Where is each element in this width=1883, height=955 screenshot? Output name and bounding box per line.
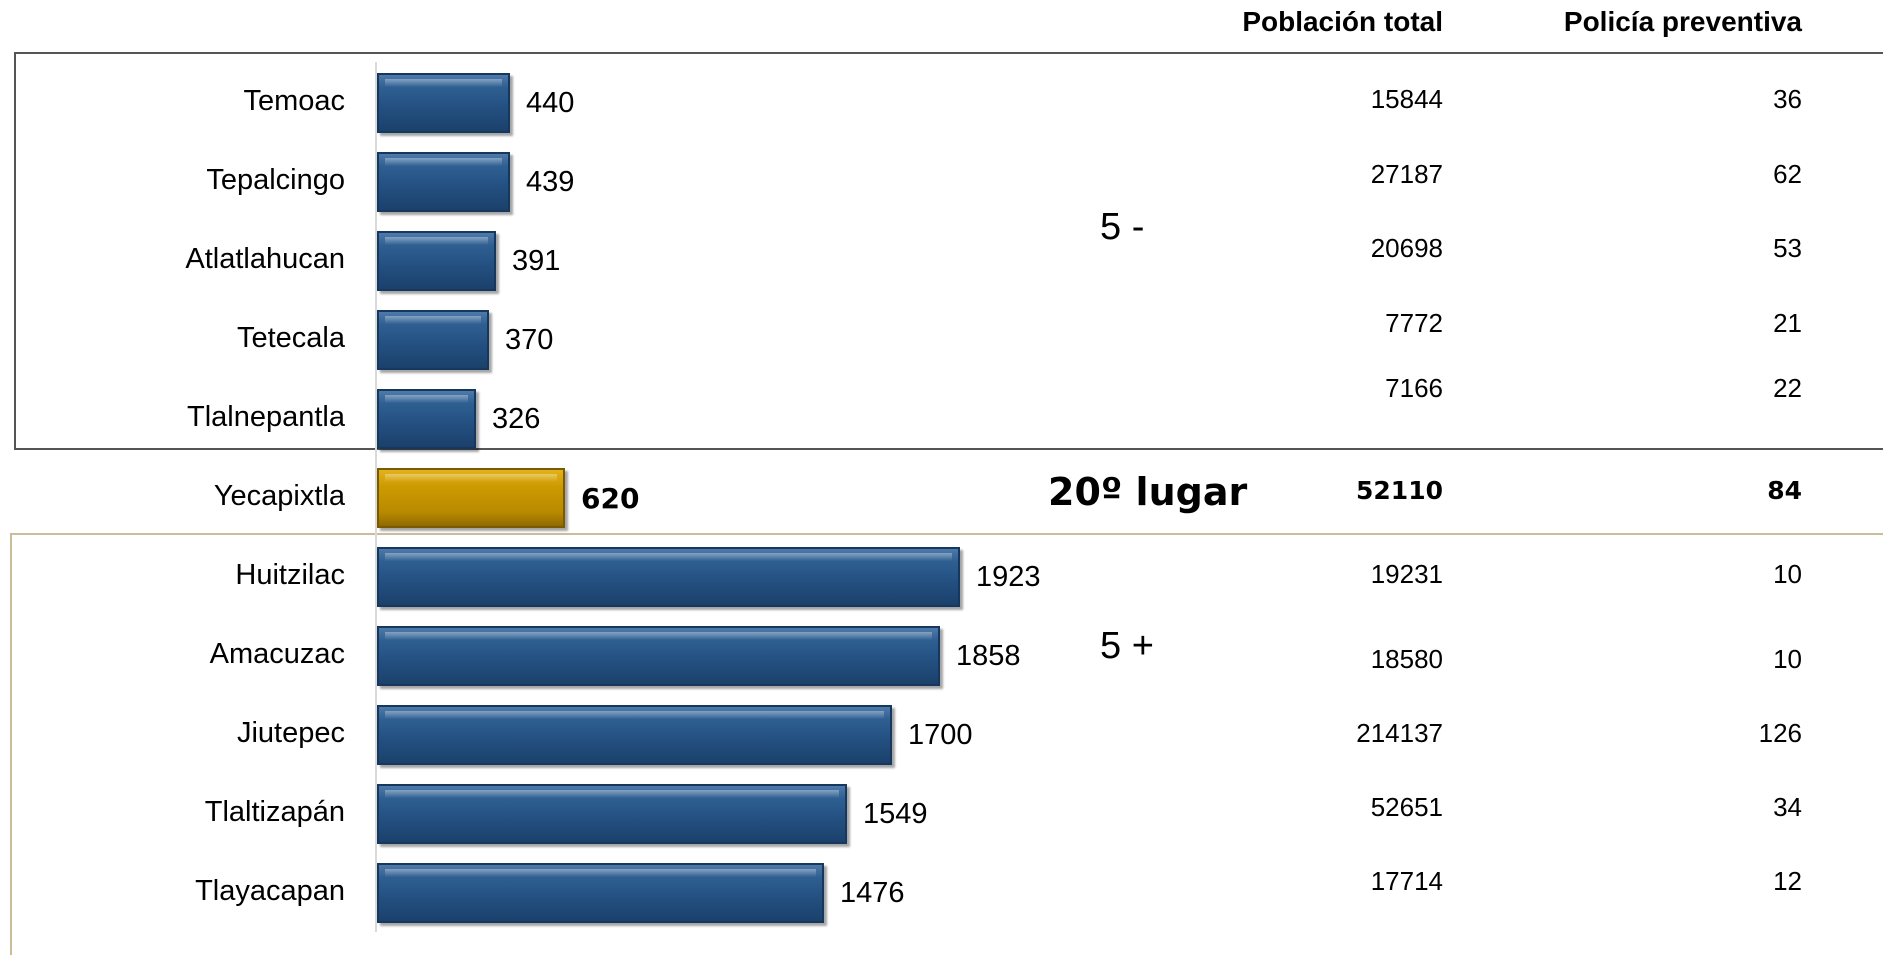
- rank-label: 20º lugar: [1048, 470, 1248, 514]
- poblacion-total-cell: 7772: [1385, 308, 1443, 338]
- bar-shine: [385, 237, 488, 245]
- bottom-five-box: [14, 52, 1883, 450]
- bar-value-label: 1923: [976, 561, 1041, 593]
- bar-value-label: 326: [492, 403, 541, 435]
- bar-value-label: 1549: [863, 798, 928, 830]
- bar-shine: [385, 869, 816, 877]
- policia-preventiva-cell: 126: [1758, 718, 1802, 748]
- poblacion-total-cell: 214137: [1356, 718, 1443, 748]
- policia-preventiva-cell: 10: [1773, 559, 1802, 589]
- policia-preventiva-cell: 12: [1773, 866, 1802, 896]
- chart-stage: Población total Policía preventiva 5 - 5…: [10, 6, 1883, 955]
- category-label: Tlayacapan: [195, 875, 345, 907]
- category-label: Tepalcingo: [206, 164, 345, 196]
- group-label-top-five: 5 +: [1100, 625, 1154, 667]
- category-label: Jiutepec: [236, 717, 345, 749]
- poblacion-total-cell: 20698: [1370, 233, 1443, 263]
- bar: [377, 310, 489, 370]
- policia-preventiva-cell: 22: [1773, 373, 1802, 403]
- bar: [377, 705, 892, 765]
- bar-shine: [385, 711, 884, 719]
- bar-shine: [385, 79, 502, 87]
- bar: [377, 626, 940, 686]
- top-five-box: [10, 533, 1883, 955]
- poblacion-total-cell: 7166: [1385, 373, 1443, 403]
- category-label: Tlalnepantla: [187, 401, 345, 433]
- bar-value-label: 1700: [908, 719, 973, 751]
- bar-shine: [385, 790, 839, 798]
- bar-shine: [385, 553, 952, 561]
- bar-highlight: [377, 468, 565, 528]
- category-label: Tetecala: [236, 322, 345, 354]
- poblacion-total-cell: 18580: [1370, 644, 1443, 674]
- poblacion-total-cell: 52110: [1356, 476, 1443, 505]
- policia-preventiva-cell: 62: [1773, 159, 1802, 189]
- category-axis-line: [375, 62, 377, 932]
- category-label: Atlatlahucan: [185, 243, 345, 275]
- policia-preventiva-cell: 53: [1773, 233, 1802, 263]
- category-label: Amacuzac: [209, 638, 345, 670]
- policia-preventiva-cell: 10: [1773, 644, 1802, 674]
- bar: [377, 152, 510, 212]
- bar: [377, 231, 496, 291]
- policia-preventiva-cell: 34: [1773, 792, 1802, 822]
- poblacion-total-cell: 17714: [1370, 866, 1443, 896]
- poblacion-total-cell: 19231: [1370, 559, 1443, 589]
- bar-value-label: 1476: [840, 877, 905, 909]
- bar-shine: [385, 632, 932, 640]
- policia-preventiva-cell: 84: [1767, 476, 1802, 505]
- bar-shine: [385, 395, 468, 403]
- bar: [377, 547, 960, 607]
- bar-value-label: 1858: [956, 640, 1021, 672]
- bar-shine: [385, 316, 481, 324]
- bar: [377, 73, 510, 133]
- poblacion-total-cell: 15844: [1370, 84, 1443, 114]
- bar: [377, 389, 476, 449]
- bar-value-label: 370: [505, 324, 554, 356]
- header-policia-preventiva: Policía preventiva: [1563, 6, 1802, 37]
- bar-shine: [385, 474, 557, 482]
- poblacion-total-cell: 52651: [1370, 792, 1443, 822]
- policia-preventiva-cell: 21: [1773, 308, 1802, 338]
- policia-preventiva-cell: 36: [1773, 84, 1802, 114]
- category-label: Tlaltizapán: [204, 796, 345, 828]
- header-poblacion-total: Población total: [1242, 6, 1443, 37]
- category-label: Yecapixtla: [213, 480, 345, 512]
- group-label-bottom-five: 5 -: [1100, 206, 1145, 248]
- bar-shine: [385, 158, 502, 166]
- bar-value-label: 439: [526, 166, 575, 198]
- poblacion-total-cell: 27187: [1370, 159, 1443, 189]
- category-label: Huitzilac: [235, 559, 345, 591]
- bar-value-label: 440: [526, 87, 575, 119]
- bar: [377, 863, 824, 923]
- category-label: Temoac: [243, 85, 345, 117]
- bar-value-label: 620: [581, 482, 640, 515]
- bar-value-label: 391: [512, 245, 561, 277]
- bar: [377, 784, 847, 844]
